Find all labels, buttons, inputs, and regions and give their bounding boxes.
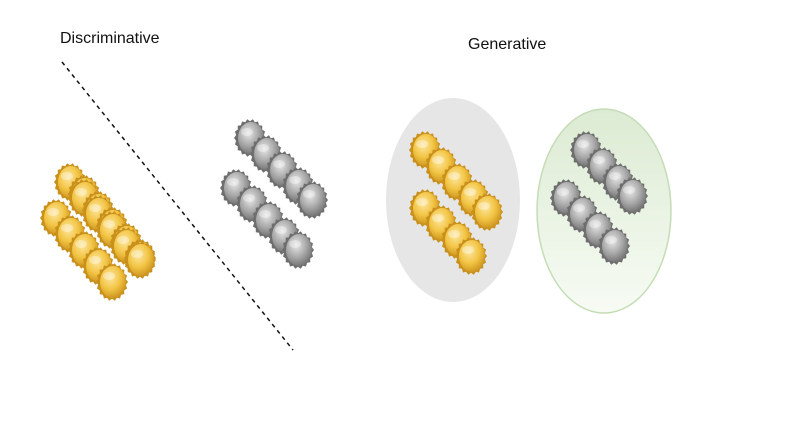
gear-coin-icon bbox=[616, 177, 648, 215]
generative-gold-ellipse bbox=[386, 98, 520, 302]
gear-coin-icon bbox=[124, 241, 156, 279]
gear-coin-icon bbox=[598, 227, 630, 265]
generative-silver-ellipse bbox=[536, 108, 672, 314]
coins-layer bbox=[40, 119, 648, 301]
gear-coin-icon bbox=[282, 231, 314, 269]
discriminative-label: Discriminative bbox=[60, 30, 160, 47]
generative-label: Generative bbox=[468, 36, 547, 53]
gear-coin-icon bbox=[455, 237, 487, 275]
gear-coin-icon bbox=[471, 193, 503, 231]
gear-coin-icon bbox=[96, 263, 128, 301]
decision-boundary-line bbox=[61, 61, 294, 351]
gear-coin-icon bbox=[296, 181, 328, 219]
